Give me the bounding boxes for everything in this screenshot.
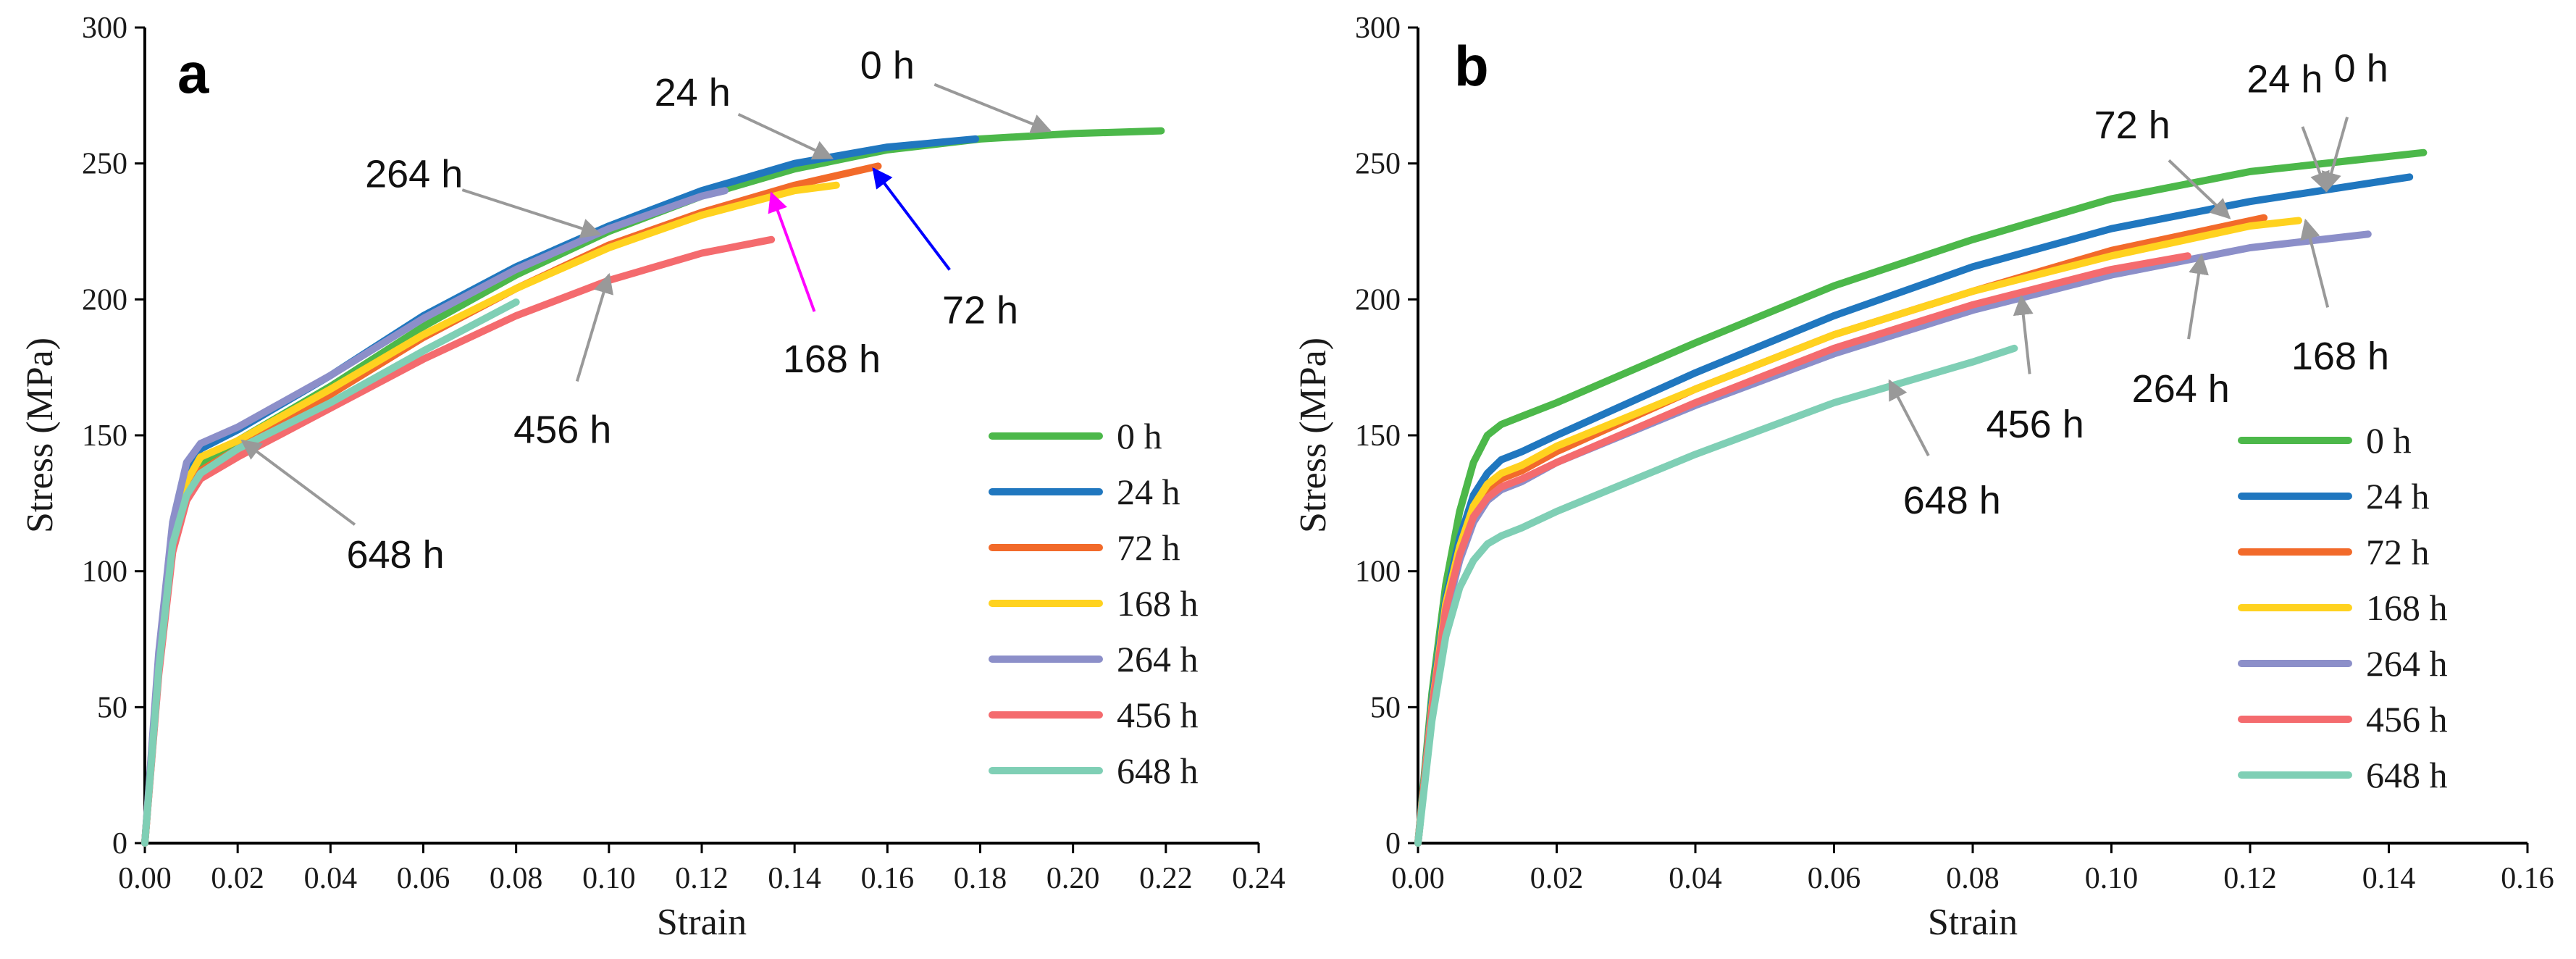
x-tick-label: 0.24: [1232, 862, 1285, 895]
annotation-label: 72 h: [942, 288, 1018, 332]
y-axis-title: Stress (MPa): [20, 338, 61, 533]
series-line-24h: [141, 135, 980, 847]
annotation-arrow: [2168, 159, 2231, 219]
x-tick-label: 0.02: [1530, 862, 1584, 895]
annotation-label: 0 h: [2334, 46, 2388, 90]
annotation-arrow: [934, 83, 1052, 134]
annotation-arrow: [1888, 379, 1930, 456]
x-tick-label: 0.04: [1669, 862, 1722, 895]
y-tick-label: 300: [82, 12, 127, 45]
legend-label: 264 h: [1117, 639, 1199, 679]
legend-label: 168 h: [1117, 583, 1199, 624]
x-tick-label: 0.00: [1391, 862, 1445, 895]
x-tick-label: 0.16: [2501, 862, 2554, 895]
x-tick-label: 0.12: [675, 862, 729, 895]
x-tick-label: 0.04: [304, 862, 358, 895]
x-tick-label: 0.20: [1046, 862, 1100, 895]
x-tick-label: 0.16: [861, 862, 915, 895]
panel-label: a: [177, 41, 209, 105]
annotation-label: 168 h: [2291, 335, 2389, 378]
x-tick-label: 0.02: [211, 862, 264, 895]
x-tick-label: 0.00: [118, 862, 172, 895]
annotation-label: 456 h: [513, 408, 611, 451]
y-tick-label: 150: [1355, 419, 1401, 453]
x-tick-label: 0.14: [768, 862, 821, 895]
x-tick-label: 0.14: [2362, 862, 2416, 895]
series-line-264h: [141, 187, 729, 847]
legend-label: 72 h: [2366, 532, 2430, 572]
legend-label: 648 h: [2366, 755, 2448, 795]
chart-panel-a: 0.00 0.02 0.04 0.06 0.08 0.10 0.12 0.14 0.16 0.18…: [20, 12, 1285, 943]
x-tick-label: 0.12: [2223, 862, 2277, 895]
series-line-0h: [1414, 148, 2428, 847]
y-axis-title: Stress (MPa): [1293, 338, 1334, 533]
y-tick-label: 200: [1355, 283, 1401, 317]
y-tick-label: 0: [112, 827, 127, 860]
y-tick-label: 250: [1355, 148, 1401, 181]
x-tick-label: 0.10: [2085, 862, 2139, 895]
annotation-label: 264 h: [365, 153, 463, 196]
legend-label: 24 h: [1117, 472, 1180, 512]
x-tick-label: 0.06: [397, 862, 450, 895]
x-tick-label: 0.08: [1946, 862, 2000, 895]
annotation-arrow: [2301, 126, 2330, 193]
y-tick-label: 200: [82, 283, 127, 317]
x-tick-label: 0.06: [1808, 862, 1861, 895]
y-tick-label: 250: [82, 148, 127, 181]
annotation-label: 0 h: [860, 44, 915, 88]
legend-label: 72 h: [1117, 527, 1180, 568]
annotation-arrow: [2321, 117, 2349, 193]
x-tick-label: 0.18: [954, 862, 1007, 895]
annotation-label: 648 h: [1903, 479, 2001, 522]
annotation-label: 24 h: [2246, 57, 2323, 101]
legend-label: 264 h: [2366, 643, 2448, 684]
series-line-648h: [1414, 344, 2018, 847]
chart-panel-b: 0.00 0.02 0.04 0.06 0.08 0.10 0.12 0.14 0.16 0 50 1…: [1293, 12, 2554, 943]
y-tick-label: 150: [82, 419, 127, 453]
legend-label: 0 h: [1117, 416, 1162, 456]
annotation-label: 648 h: [346, 533, 444, 577]
annotation-arrow: [575, 272, 614, 382]
legend-label: 168 h: [2366, 587, 2448, 628]
legend-label: 24 h: [2366, 476, 2430, 516]
x-tick-label: 0.22: [1139, 862, 1193, 895]
annotation-arrow: [240, 439, 356, 526]
panel-label: b: [1454, 34, 1489, 98]
legend-label: 648 h: [1117, 750, 1199, 791]
y-tick-label: 100: [82, 556, 127, 589]
annotation-arrow: [2300, 218, 2330, 308]
annotation-arrow: [768, 191, 816, 312]
y-tick-label: 0: [1385, 827, 1401, 860]
series-line-0h: [141, 127, 1165, 847]
legend: 0 h 24 h 72 h 168 h 264 h 456 h 648 h: [989, 416, 1199, 791]
x-axis-title: Strain: [657, 902, 747, 943]
annotation-arrow: [2013, 294, 2034, 374]
legend-label: 456 h: [2366, 699, 2448, 740]
legend-label: 0 h: [2366, 420, 2412, 461]
series-line-648h: [141, 298, 520, 847]
annotation-label: 264 h: [2132, 367, 2230, 411]
series-line-264h: [1414, 230, 2372, 847]
annotation-arrow: [461, 188, 602, 238]
annotation-arrow: [872, 167, 951, 271]
y-tick-label: 100: [1355, 556, 1401, 589]
annotation-arrow: [737, 112, 834, 160]
series-line-168h: [1414, 217, 2302, 847]
series-line-456h: [1414, 252, 2191, 847]
x-tick-label: 0.08: [490, 862, 543, 895]
annotation-label: 72 h: [2094, 104, 2170, 147]
x-axis-title: Strain: [1928, 902, 2018, 943]
y-tick-label: 50: [97, 691, 127, 724]
x-tick-label: 0.10: [582, 862, 636, 895]
y-tick-label: 300: [1355, 12, 1401, 45]
annotation-label: 168 h: [783, 338, 881, 381]
annotation-label: 24 h: [655, 71, 731, 114]
annotation-arrow: [2187, 254, 2209, 340]
legend-label: 456 h: [1117, 695, 1199, 735]
legend: 0 h 24 h 72 h 168 h 264 h 456 h 648 h: [2238, 420, 2448, 795]
y-tick-label: 50: [1370, 691, 1401, 724]
annotation-label: 456 h: [1986, 403, 2084, 446]
